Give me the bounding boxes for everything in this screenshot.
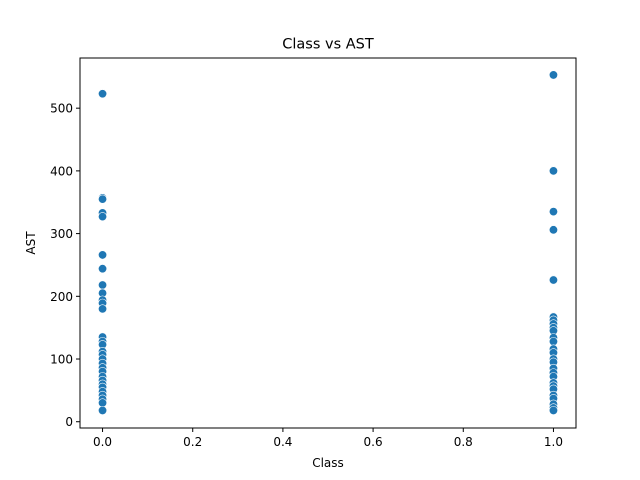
data-point	[548, 336, 558, 346]
data-point	[548, 225, 558, 235]
x-tick-label: 0.0	[93, 435, 112, 449]
data-point	[548, 207, 558, 217]
y-tick-label: 400	[50, 164, 73, 178]
data-point	[548, 275, 558, 285]
x-tick-label: 0.4	[273, 435, 292, 449]
data-point	[548, 70, 558, 80]
plot-frame	[79, 57, 577, 429]
data-point	[98, 250, 108, 260]
axis-ticks: 0.0 0.2 0.4 0.6 0.8 1.0 0 100 200 300 400 500	[50, 102, 563, 449]
x-tick-label: 0.2	[183, 435, 202, 449]
x-tick-label: 1.0	[544, 435, 563, 449]
y-axis-label: AST	[24, 231, 38, 255]
y-tick-label: 200	[50, 290, 73, 304]
x-tick-label: 0.8	[454, 435, 473, 449]
x-axis-label: Class	[312, 456, 344, 470]
x-tick-label: 0.6	[364, 435, 383, 449]
data-point	[98, 405, 108, 415]
data-point	[548, 405, 558, 415]
chart-title: Class vs AST	[282, 37, 374, 53]
data-point	[98, 194, 108, 204]
y-tick-label: 500	[50, 102, 73, 116]
data-point	[98, 304, 108, 314]
data-point	[98, 280, 108, 290]
data-point	[98, 89, 108, 99]
y-tick-label: 100	[50, 353, 73, 367]
data-point	[98, 398, 108, 408]
data-point	[548, 166, 558, 176]
data-point	[98, 264, 108, 274]
plot-area	[98, 70, 558, 415]
y-tick-label: 300	[50, 227, 73, 241]
data-point	[98, 212, 108, 222]
y-tick-label: 0	[65, 415, 73, 429]
